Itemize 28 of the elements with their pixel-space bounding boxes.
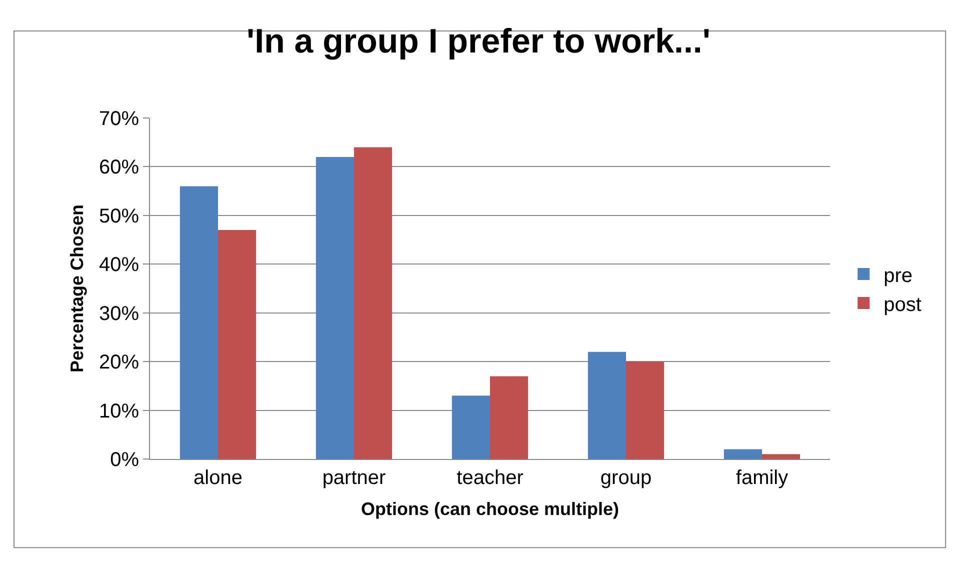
bar [452,396,490,459]
x-tick-label: partner [322,467,386,489]
y-tick-label: 0% [110,449,140,471]
bar [218,230,256,459]
x-tick-label: teacher [456,467,524,489]
y-axis-title: Percentage Chosen [67,204,88,373]
chart-title: 'In a group I prefer to work...' [246,22,710,60]
bar [588,352,626,459]
y-tick-label: 40% [98,254,140,276]
y-tick-label: 20% [98,352,140,374]
y-tick-label: 60% [98,156,140,179]
y-tick-label: 70% [98,108,140,130]
y-tick-label: 30% [98,302,140,325]
bar [762,454,800,459]
legend-label: pre [884,264,913,287]
x-tick-label: group [600,467,652,489]
x-tick-label: alone [194,467,242,489]
y-tick-label: 50% [98,205,140,228]
bar [180,186,218,459]
bar [316,156,354,459]
bar [354,147,392,459]
bar [724,449,762,459]
legend-label: post [884,294,922,316]
bar [626,362,664,459]
bar [490,376,528,459]
x-tick-label: family [736,467,788,489]
x-axis-title: Options (can choose multiple) [360,499,620,520]
y-tick-label: 10% [98,400,140,422]
